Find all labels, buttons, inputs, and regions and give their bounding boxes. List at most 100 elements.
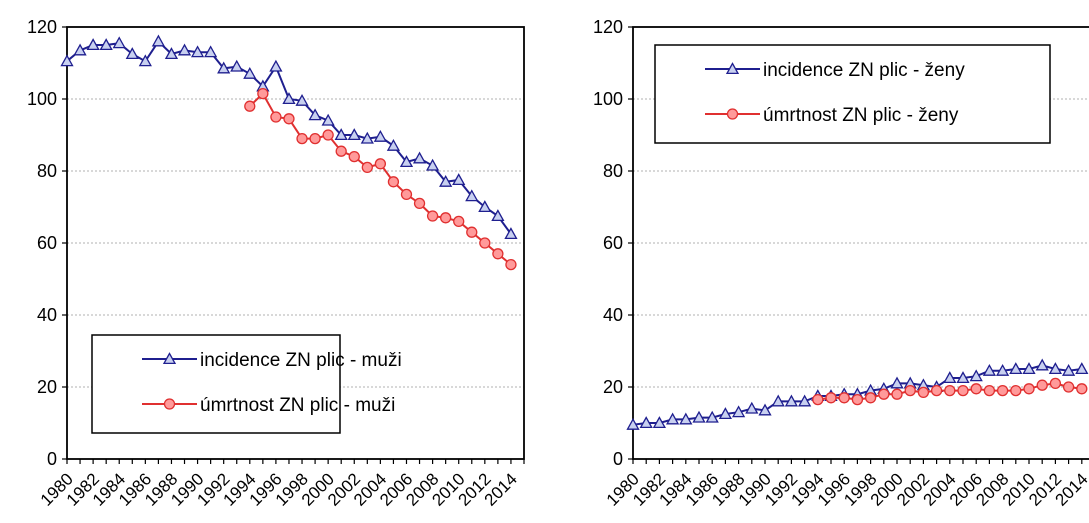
data-point-1 <box>718 407 733 420</box>
data-point-1 <box>334 128 348 141</box>
data-point-1 <box>151 34 166 47</box>
data-point-2 <box>838 392 850 404</box>
data-point-1 <box>1022 362 1036 375</box>
data-point-1 <box>164 47 179 60</box>
y-tick-label: 0 <box>47 449 57 469</box>
y-tick-label: 40 <box>603 305 623 325</box>
data-point-2 <box>400 188 413 201</box>
data-point-2 <box>1010 384 1022 397</box>
data-point-2 <box>957 384 969 397</box>
y-tick-label: 100 <box>593 89 623 109</box>
data-point-2 <box>864 392 877 404</box>
y-tick-label: 80 <box>603 161 623 181</box>
data-point-2 <box>917 386 930 399</box>
data-point-1 <box>112 36 126 49</box>
data-point-1 <box>465 189 479 202</box>
data-point-2 <box>970 383 982 395</box>
data-point-2 <box>930 384 943 397</box>
data-point-1 <box>99 38 113 51</box>
data-point-1 <box>784 394 799 407</box>
y-tick-label: 60 <box>603 233 623 253</box>
data-point-1 <box>347 128 361 141</box>
chart-panel-2: 0204060801001201980198219841986198819901… <box>593 17 1089 510</box>
data-point-2 <box>825 392 837 404</box>
legend-marker-2 <box>726 108 739 120</box>
data-point-1 <box>626 417 640 430</box>
legend-label-2: úmrtnost ZN plic - ženy <box>763 105 959 126</box>
data-point-2 <box>270 111 282 123</box>
data-point-1 <box>758 403 772 416</box>
data-point-1 <box>399 155 414 168</box>
data-point-1 <box>1009 362 1023 375</box>
legend-marker-1 <box>162 352 177 365</box>
data-point-2 <box>283 113 295 125</box>
legend-label-2: úmrtnost ZN plic - muži <box>200 395 395 416</box>
data-point-1 <box>73 43 87 56</box>
data-point-1 <box>360 131 374 144</box>
data-point-1 <box>982 363 997 376</box>
legend: incidence ZN plic - ženy úmrtnost ZN plic… <box>654 44 1051 144</box>
data-point-1 <box>308 108 322 121</box>
data-point-1 <box>1061 363 1076 376</box>
data-point-2 <box>812 393 824 406</box>
data-point-1 <box>412 151 427 164</box>
data-point-2 <box>891 388 903 400</box>
data-point-1 <box>125 47 139 60</box>
y-tick-label: 20 <box>37 377 57 397</box>
legend-marker-2 <box>163 398 176 410</box>
data-point-1 <box>771 394 785 407</box>
data-point-1 <box>692 410 706 423</box>
data-point-2 <box>440 212 452 224</box>
legend-marker-1 <box>725 62 740 75</box>
data-point-1 <box>217 61 231 74</box>
data-point-1 <box>321 113 335 126</box>
data-point-2 <box>322 129 334 141</box>
data-point-1 <box>491 209 505 222</box>
data-point-2 <box>1023 383 1035 395</box>
data-point-2 <box>492 248 504 260</box>
data-point-1 <box>639 416 653 429</box>
data-point-2 <box>413 197 426 210</box>
data-point-1 <box>177 43 192 56</box>
data-point-1 <box>386 138 401 151</box>
data-point-2 <box>374 158 387 170</box>
data-point-2 <box>387 176 400 188</box>
data-point-1 <box>1048 362 1063 375</box>
data-point-1 <box>60 54 74 67</box>
data-point-1 <box>956 371 970 384</box>
data-point-1 <box>890 376 904 389</box>
data-point-1 <box>995 363 1010 376</box>
data-point-1 <box>679 412 693 425</box>
data-point-2 <box>335 145 347 157</box>
data-point-1 <box>295 93 309 106</box>
data-point-1 <box>797 394 812 407</box>
data-point-2 <box>983 384 996 397</box>
data-point-2 <box>466 226 478 238</box>
data-point-1 <box>138 54 152 67</box>
y-tick-label: 100 <box>27 89 57 109</box>
data-point-2 <box>453 215 465 228</box>
y-tick-label: 20 <box>603 377 623 397</box>
data-point-1 <box>269 59 283 72</box>
data-point-1 <box>731 405 746 418</box>
legend-box <box>654 44 1051 144</box>
data-point-1 <box>478 200 492 213</box>
data-point-1 <box>652 416 667 429</box>
legend-label-1: incidence ZN plic - ženy <box>763 60 965 81</box>
data-point-2 <box>878 388 890 400</box>
data-point-1 <box>705 410 719 423</box>
legend-box <box>91 334 341 434</box>
y-tick-label: 0 <box>613 449 623 469</box>
data-point-2 <box>851 393 864 406</box>
data-point-1 <box>969 369 983 382</box>
data-point-1 <box>243 66 257 79</box>
data-point-2 <box>361 161 373 174</box>
y-tick-label: 60 <box>37 233 57 253</box>
data-point-1 <box>1035 358 1049 371</box>
data-point-1 <box>425 158 440 171</box>
data-point-1 <box>86 38 100 51</box>
data-point-1 <box>504 227 518 240</box>
data-point-1 <box>373 129 387 142</box>
data-point-1 <box>439 174 453 187</box>
